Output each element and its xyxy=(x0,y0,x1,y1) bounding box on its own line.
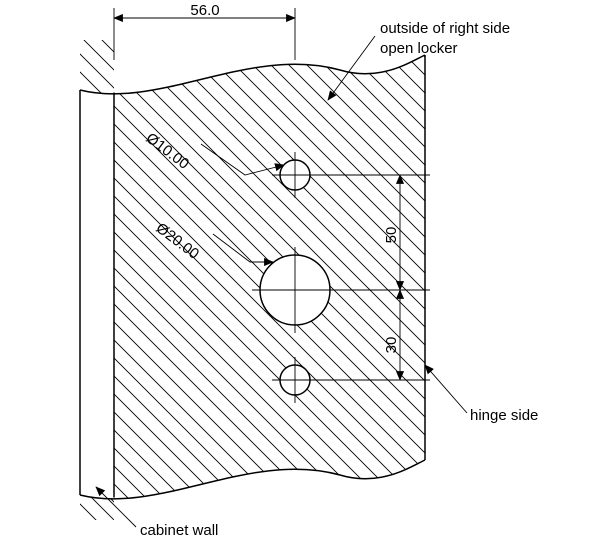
diameter-callouts: Ø10.00Ø20.00 xyxy=(143,130,284,263)
label-cabinet: cabinet wall xyxy=(140,522,218,539)
technical-drawing: 56.0 50 30 Ø10.00Ø20.00 outside of right s… xyxy=(0,0,592,550)
label-outside-1: outside of right side xyxy=(380,20,510,37)
dia10-label: Ø10.00 xyxy=(143,130,193,173)
dimensions: 56.0 50 30 xyxy=(114,2,430,380)
dim-56-label: 56.0 xyxy=(190,2,219,19)
label-hinge: hinge side xyxy=(470,407,538,424)
dim-30-label: 30 xyxy=(383,337,400,354)
label-outside-2: open locker xyxy=(380,40,458,57)
dim-50-label: 50 xyxy=(383,227,400,244)
panel-outline xyxy=(80,55,425,499)
